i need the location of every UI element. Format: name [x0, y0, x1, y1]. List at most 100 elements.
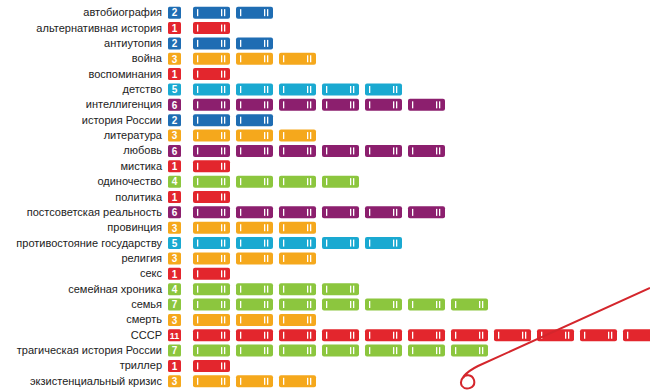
- book-icon: [408, 345, 445, 357]
- book-stripe: [240, 224, 241, 231]
- category-tick: постсоветская реальность: [27, 206, 163, 218]
- book-cover: [365, 237, 402, 249]
- book-row: [193, 7, 273, 19]
- book-stripe: [565, 332, 566, 339]
- book-stripe: [240, 9, 241, 16]
- book-icon: [193, 299, 230, 311]
- book-stripe: [197, 332, 198, 339]
- book-cover: [279, 237, 316, 249]
- book-stripe: [482, 332, 483, 339]
- book-stripe: [221, 362, 222, 369]
- book-cover: [193, 68, 230, 80]
- book-icon: [193, 68, 230, 80]
- book-icon: [193, 22, 230, 34]
- badge: [168, 160, 181, 172]
- book-stripe: [240, 117, 241, 124]
- book-stripe: [224, 209, 225, 216]
- book-cover: [236, 99, 273, 111]
- category-tick: детство: [123, 83, 162, 95]
- book-stripe: [221, 301, 222, 308]
- book-cover: [365, 206, 402, 218]
- book-icon: [236, 7, 273, 19]
- category-tick: экзистенциальный кризис: [30, 375, 163, 387]
- book-stripe: [264, 347, 265, 354]
- book-stripe: [197, 240, 198, 247]
- book-stripe: [197, 40, 198, 47]
- category-tick: триллер: [120, 359, 162, 371]
- book-stripe: [436, 301, 437, 308]
- category-tick: смерть: [126, 313, 162, 325]
- book-cover: [408, 99, 445, 111]
- book-cover: [236, 7, 273, 19]
- book-stripe: [267, 224, 268, 231]
- book-icon: [279, 345, 316, 357]
- book-stripe: [267, 316, 268, 323]
- book-stripe: [369, 209, 370, 216]
- book-stripe: [307, 101, 308, 108]
- book-icon: [279, 314, 316, 326]
- data-label: 6: [172, 100, 178, 111]
- book-stripe: [310, 316, 311, 323]
- book-icon: [408, 206, 445, 218]
- book-stripe: [283, 147, 284, 154]
- book-stripe: [264, 378, 265, 385]
- book-stripe: [436, 347, 437, 354]
- book-cover: [193, 160, 230, 172]
- book-stripe: [197, 101, 198, 108]
- book-stripe: [197, 316, 198, 323]
- book-stripe: [224, 316, 225, 323]
- category-tick: история России: [82, 114, 162, 126]
- book-stripe: [310, 101, 311, 108]
- book-stripe: [522, 332, 523, 339]
- book-stripe: [240, 240, 241, 247]
- book-icon: [365, 83, 402, 95]
- book-cover: [193, 83, 230, 95]
- data-label: 11: [170, 331, 180, 341]
- book-stripe: [525, 332, 526, 339]
- book-row: [193, 176, 359, 188]
- badge: [168, 237, 181, 249]
- book-stripe: [369, 147, 370, 154]
- book-stripe: [224, 224, 225, 231]
- book-stripe: [310, 286, 311, 293]
- book-icon: [408, 299, 445, 311]
- book-icon: [365, 329, 402, 341]
- book-icon: [236, 83, 273, 95]
- book-stripe: [224, 55, 225, 62]
- book-stripe: [197, 178, 198, 185]
- book-icon: [451, 299, 488, 311]
- book-stripe: [350, 147, 351, 154]
- book-icon: [365, 145, 402, 157]
- book-stripe: [221, 224, 222, 231]
- category-label: экзистенциальный кризис: [30, 375, 163, 387]
- book-stripe: [396, 301, 397, 308]
- book-cover: [408, 345, 445, 357]
- book-stripe: [197, 270, 198, 277]
- book-stripe: [240, 147, 241, 154]
- book-stripe: [221, 270, 222, 277]
- book-stripe: [350, 347, 351, 354]
- book-stripe: [310, 255, 311, 262]
- badge: [168, 68, 181, 80]
- book-stripe: [310, 240, 311, 247]
- book-row: [193, 299, 488, 311]
- book-stripe: [197, 147, 198, 154]
- book-stripe: [267, 378, 268, 385]
- book-stripe: [439, 101, 440, 108]
- book-stripe: [264, 332, 265, 339]
- category-label: смерть: [126, 313, 162, 325]
- book-stripe: [307, 286, 308, 293]
- book-stripe: [412, 147, 413, 154]
- book-stripe: [221, 240, 222, 247]
- book-stripe: [197, 362, 198, 369]
- book-stripe: [396, 347, 397, 354]
- book-cover: [236, 375, 273, 387]
- book-stripe: [310, 347, 311, 354]
- book-cover: [408, 299, 445, 311]
- book-icon: [322, 176, 359, 188]
- book-row: [193, 268, 230, 280]
- book-cover: [322, 206, 359, 218]
- book-stripe: [267, 40, 268, 47]
- book-stripe: [224, 378, 225, 385]
- book-stripe: [264, 147, 265, 154]
